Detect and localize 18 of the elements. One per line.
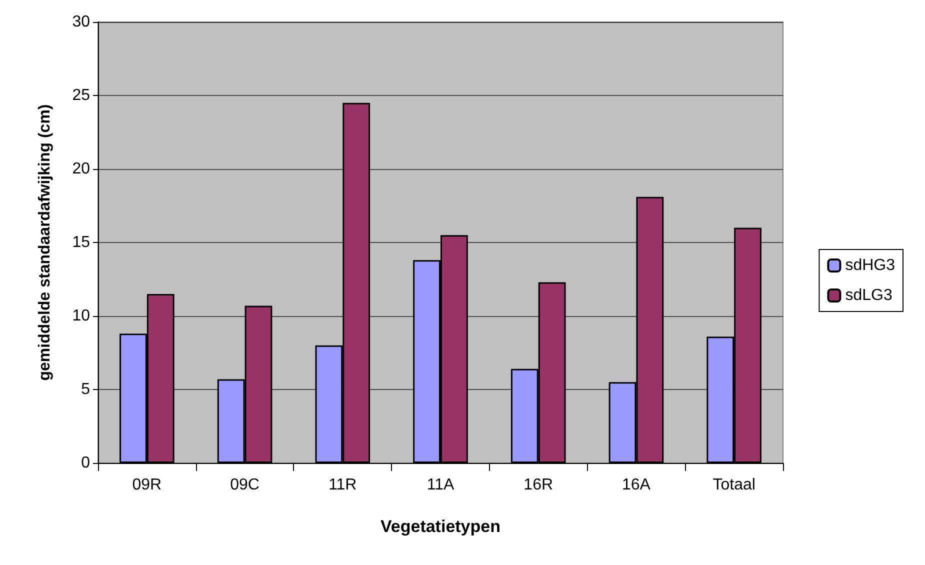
- y-tick-label: 10: [72, 308, 90, 324]
- x-tick-label: 09R: [132, 476, 162, 494]
- y-tick-label: 15: [72, 234, 90, 251]
- x-tick-label: 11A: [426, 476, 454, 494]
- y-tick-label: 20: [72, 160, 90, 178]
- y-tick-label: 25: [72, 87, 90, 104]
- x-tick-label: 16A: [622, 476, 651, 494]
- y-tick-label: 5: [81, 381, 90, 398]
- y-tick-label: 0: [81, 454, 90, 472]
- x-tick-label: 16R: [524, 476, 554, 494]
- legend-label: sdLG3: [845, 287, 892, 304]
- y-tick-label: 30: [72, 14, 90, 30]
- x-tick-label: Totaal: [712, 476, 756, 494]
- x-tick-label: 11R: [328, 476, 357, 494]
- y-axis-title: gemiddelde standaardafwijking (cm): [36, 104, 54, 381]
- x-tick-label: 09C: [230, 476, 260, 494]
- legend-label: sdHG3: [845, 257, 896, 274]
- x-axis-title: Vegetatietypen: [380, 517, 500, 536]
